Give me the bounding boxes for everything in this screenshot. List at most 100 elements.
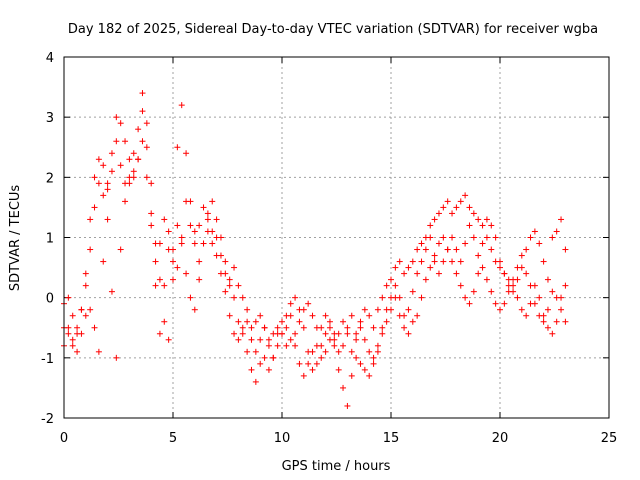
data-point [405, 306, 412, 313]
data-point [549, 234, 556, 241]
data-point [531, 228, 538, 235]
data-point [549, 288, 556, 295]
data-point [78, 330, 85, 337]
data-point [283, 312, 290, 319]
x-axis-label: GPS time / hours [282, 459, 391, 474]
data-point [558, 294, 565, 301]
data-point [383, 318, 390, 325]
data-point [100, 162, 107, 169]
data-point [405, 330, 412, 337]
data-point [82, 282, 89, 289]
data-point [479, 240, 486, 247]
data-point [274, 342, 281, 349]
y-tick-label: 0 [46, 292, 54, 307]
data-point [265, 342, 272, 349]
data-point [435, 210, 442, 217]
data-point [135, 126, 142, 133]
data-point [209, 240, 216, 247]
data-point [130, 174, 137, 181]
data-point [501, 300, 508, 307]
data-point [440, 258, 447, 265]
data-point [462, 240, 469, 247]
data-point [510, 276, 517, 283]
data-point [344, 330, 351, 337]
data-point [270, 330, 277, 337]
data-point [279, 330, 285, 337]
data-point [449, 210, 456, 217]
data-point [379, 294, 386, 301]
data-point [257, 336, 264, 343]
x-tick-label: 0 [60, 431, 68, 446]
data-point [126, 180, 133, 187]
data-point [217, 234, 224, 241]
data-point [374, 348, 381, 355]
data-point [117, 120, 124, 127]
data-point [505, 288, 512, 295]
data-point [331, 336, 338, 343]
data-point [292, 342, 299, 349]
data-point [204, 216, 211, 223]
data-point [418, 258, 425, 265]
data-point [309, 312, 316, 319]
data-point [161, 282, 168, 289]
data-point [95, 348, 102, 355]
data-point [340, 384, 347, 391]
x-tick-label: 15 [383, 431, 400, 446]
data-point [379, 324, 386, 331]
data-point [357, 324, 364, 331]
data-point [95, 156, 102, 163]
data-point [562, 282, 569, 289]
data-point [313, 360, 320, 367]
data-point [374, 342, 381, 349]
data-point [231, 264, 238, 271]
data-point [108, 288, 115, 295]
data-point [248, 336, 255, 343]
data-point [483, 216, 490, 223]
data-point [322, 312, 329, 319]
data-point [536, 312, 543, 319]
data-point [152, 240, 159, 247]
data-point [558, 216, 565, 223]
data-point [252, 348, 259, 355]
data-point [135, 156, 142, 163]
data-point [178, 234, 185, 241]
data-point [87, 246, 94, 253]
data-point [518, 306, 525, 313]
y-tick-label: 3 [46, 111, 54, 126]
data-point [82, 312, 89, 319]
data-point [87, 216, 94, 223]
data-point [69, 312, 76, 319]
data-point [74, 324, 81, 331]
data-point [475, 216, 482, 223]
data-point [527, 282, 534, 289]
data-point [296, 306, 303, 313]
data-point [370, 354, 377, 361]
data-point [209, 198, 216, 205]
data-point [453, 270, 460, 277]
data-point [326, 318, 333, 325]
data-point [196, 276, 203, 283]
data-point [335, 348, 342, 355]
x-tick-label: 20 [492, 431, 509, 446]
data-point [170, 276, 176, 283]
y-tick-label: -2 [41, 412, 54, 427]
data-point [326, 324, 333, 331]
data-point [536, 240, 543, 247]
data-point [435, 240, 442, 247]
data-point [340, 342, 347, 349]
data-point [200, 240, 207, 247]
grid-lines [64, 57, 609, 418]
data-point [161, 318, 168, 325]
data-point [427, 234, 434, 241]
data-point [357, 318, 364, 325]
data-point [409, 288, 416, 295]
data-point [466, 222, 473, 229]
data-point [549, 330, 556, 337]
data-point [235, 336, 242, 343]
data-point [449, 258, 456, 265]
chart-title: Day 182 of 2025, Sidereal Day-to-day VTE… [68, 22, 598, 37]
data-point [497, 306, 503, 313]
data-point [100, 192, 107, 199]
data-point [483, 276, 490, 283]
